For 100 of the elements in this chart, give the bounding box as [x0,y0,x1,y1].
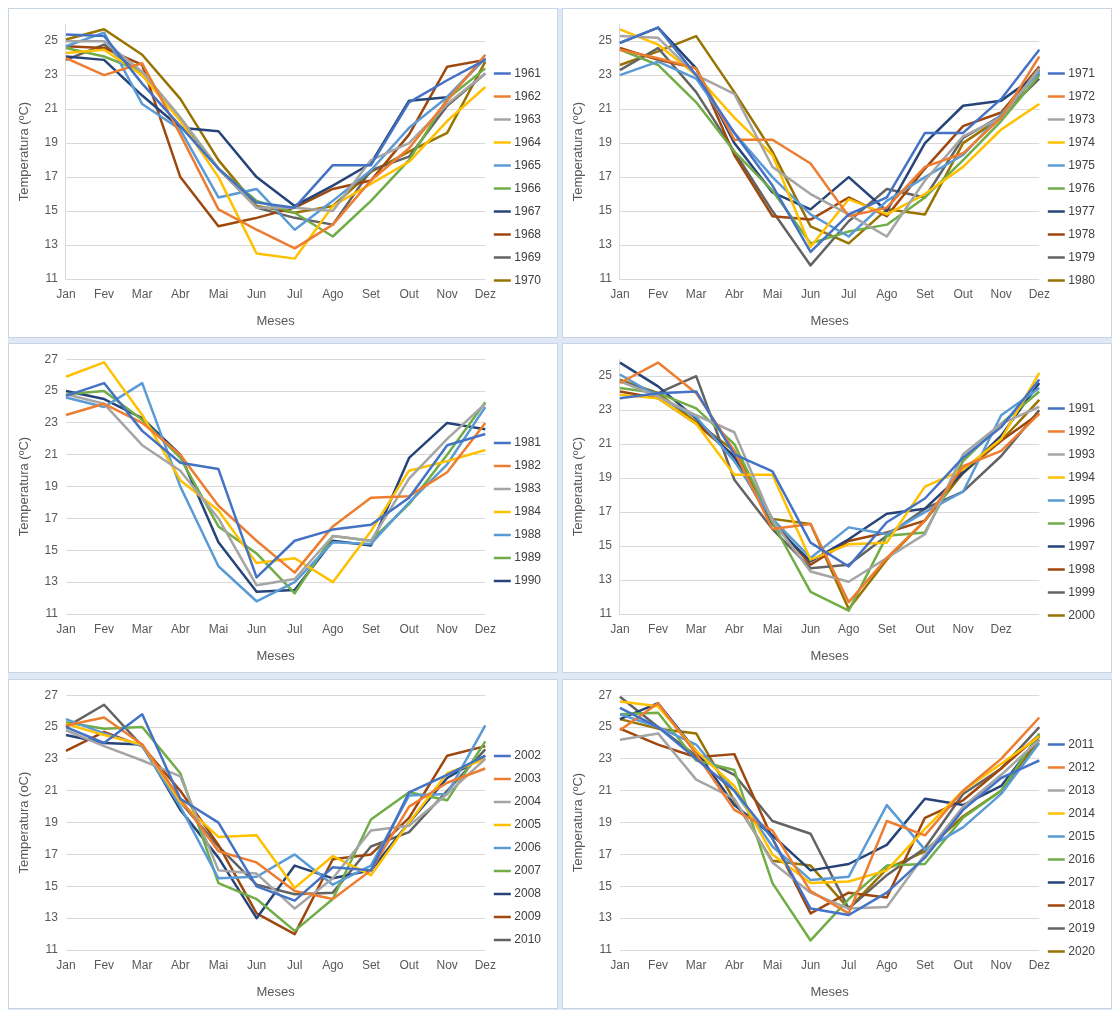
y-tick-label: 25 [598,33,613,48]
y-tick-label: 17 [598,169,613,184]
legend-label: 2012 [1068,759,1096,774]
legend-label: 2013 [1068,782,1096,797]
y-tick-label: 21 [44,447,59,462]
x-tick-label: Fev [94,957,115,972]
legend-label: 1972 [1068,88,1096,103]
x-tick-label: Set [361,621,381,636]
x-tick-label: Jan [56,621,76,636]
x-tick-label: Fev [94,621,115,636]
legend-label: 1982 [514,458,542,473]
y-tick-label: 27 [598,687,613,702]
y-tick-label: 23 [598,402,613,417]
x-tick-label: Ago [322,957,344,972]
x-tick-label: Mar [685,957,707,972]
x-tick-label: Dez [474,286,496,301]
x-tick-label: Mar [685,621,707,636]
x-tick-label: Nov [436,286,458,301]
y-tick-label: 19 [598,470,613,485]
x-tick-label: Out [399,957,420,972]
x-tick-label: Abr [170,621,190,636]
legend-label: 2002 [514,747,542,762]
x-tick-label: Abr [724,621,744,636]
y-tick-label: 11 [599,606,613,621]
x-tick-label: Out [953,957,974,972]
y-tick-label: 27 [44,687,59,702]
y-tick-label: 23 [598,750,613,765]
x-tick-label: Dez [474,621,496,636]
legend-label: 1970 [514,272,542,287]
y-tick-label: 15 [44,203,59,218]
x-tick-label: Dez [1028,957,1050,972]
x-tick-label: Mar [131,957,153,972]
x-tick-label: Fev [94,286,115,301]
legend-label: 1989 [514,550,542,565]
y-tick-label: 11 [599,271,613,286]
y-tick-label: 13 [598,910,613,925]
legend-label: 1983 [514,481,542,496]
x-tick-label: Jun [800,621,821,636]
legend-label: 1995 [1068,493,1096,508]
legend-label: 2011 [1068,736,1095,751]
legend-label: 1976 [1068,180,1096,195]
y-tick-label: 13 [44,237,59,252]
x-tick-label: Nov [990,286,1012,301]
x-axis-title: Meses [810,648,850,664]
legend-label: 1968 [514,226,542,241]
legend-label: 2020 [1068,943,1096,958]
legend-label: 1971 [1068,65,1096,80]
legend-label: 2004 [514,793,542,808]
legend-label: 1992 [1068,424,1096,439]
legend-label: 1974 [1068,134,1096,149]
legend-label: 2015 [1068,828,1096,843]
x-tick-label: Jun [800,286,821,301]
y-tick-label: 11 [45,271,59,286]
y-tick-label: 19 [44,135,59,150]
x-tick-label: Dez [474,957,496,972]
x-tick-label: Jun [246,286,267,301]
x-tick-label: Mar [685,286,707,301]
y-axis-title: Temperatura (ºC) [570,772,586,872]
y-tick-label: 13 [598,572,613,587]
legend-label: 1990 [514,573,542,588]
y-tick-label: 21 [598,436,613,451]
legend-label: 2000 [1068,608,1096,623]
legend-label: 1980 [1068,272,1096,287]
x-tick-label: Mai [208,957,229,972]
x-tick-label: Set [361,286,381,301]
x-tick-label: Nov [436,621,458,636]
y-tick-label: 17 [44,846,59,861]
y-tick-label: 17 [44,511,59,526]
y-axis-title: Temperatura (ºC) [570,437,586,537]
x-tick-label: Jul [841,286,857,301]
y-tick-label: 19 [44,814,59,829]
y-tick-label: 11 [45,606,59,621]
legend-label: 2019 [1068,920,1096,935]
x-tick-label: Fev [648,286,669,301]
legend-label: 2007 [514,862,542,877]
legend-label: 2017 [1068,874,1096,889]
legend-label: 1998 [1068,562,1096,577]
x-tick-label: Jun [246,621,267,636]
y-tick-label: 13 [44,910,59,925]
x-tick-label: Mai [762,621,783,636]
x-tick-label: Mai [762,957,783,972]
legend-label: 1997 [1068,539,1096,554]
x-tick-label: Jan [610,286,630,301]
legend-label: 1975 [1068,157,1096,172]
x-axis-title: Meses [256,983,296,999]
y-tick-label: 23 [44,67,59,82]
y-axis-title: Temperatura (oC) [16,771,32,874]
x-tick-label: Set [361,957,381,972]
x-tick-label: Set [877,621,897,636]
x-tick-label: Set [915,957,935,972]
legend-label: 2005 [514,816,542,831]
x-tick-label: Jan [56,957,76,972]
x-tick-label: Set [915,286,935,301]
legend-label: 2016 [1068,851,1096,866]
x-tick-label: Ago [322,621,344,636]
y-tick-label: 19 [598,814,613,829]
y-tick-label: 23 [44,750,59,765]
legend-label: 1964 [514,134,542,149]
y-axis-title: Temperatura (ºC) [570,101,586,202]
x-tick-label: Mai [208,286,229,301]
